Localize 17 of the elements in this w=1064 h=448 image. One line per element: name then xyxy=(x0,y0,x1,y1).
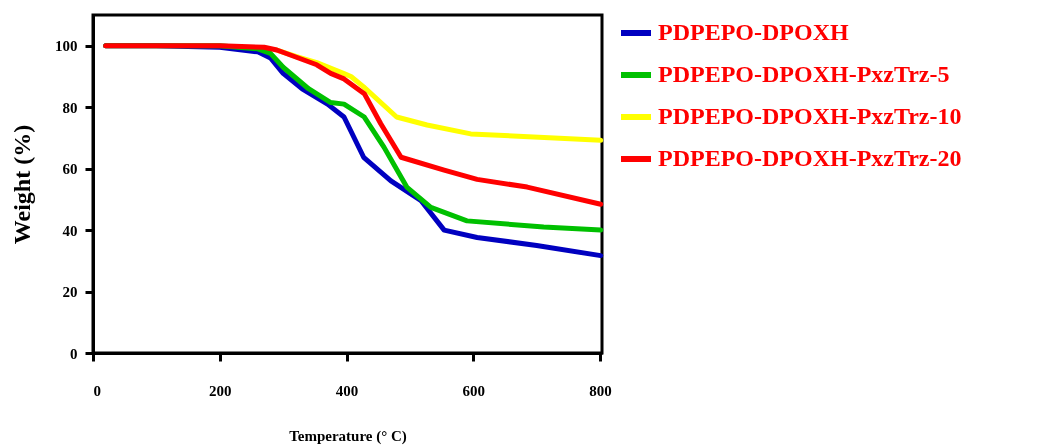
x-tick-label: 200 xyxy=(209,382,232,399)
x-tick-label: 0 xyxy=(93,382,101,399)
x-tick-label: 400 xyxy=(335,382,359,399)
legend-label: PDPEPO-DPOXH-PxzTrz-5 xyxy=(658,61,950,87)
y-tick-label: 20 xyxy=(62,284,78,301)
y-tick-label: 80 xyxy=(62,99,78,116)
y-tick-label: 100 xyxy=(55,38,78,55)
x-tick-label: 600 xyxy=(462,382,486,399)
x-tick-label: 800 xyxy=(589,382,612,399)
y-tick-label: 60 xyxy=(62,161,78,178)
x-axis-title: Temperature (° C) xyxy=(289,427,407,445)
legend-label: PDPEPO-DPOXH-PxzTrz-20 xyxy=(658,145,962,171)
y-axis-title: Weight (%) xyxy=(9,124,35,245)
legend-label: PDPEPO-DPOXH xyxy=(658,19,849,45)
y-tick-label: 40 xyxy=(62,222,78,239)
legend-label: PDPEPO-DPOXH-PxzTrz-10 xyxy=(658,103,962,129)
y-tick-label: 0 xyxy=(70,345,78,362)
